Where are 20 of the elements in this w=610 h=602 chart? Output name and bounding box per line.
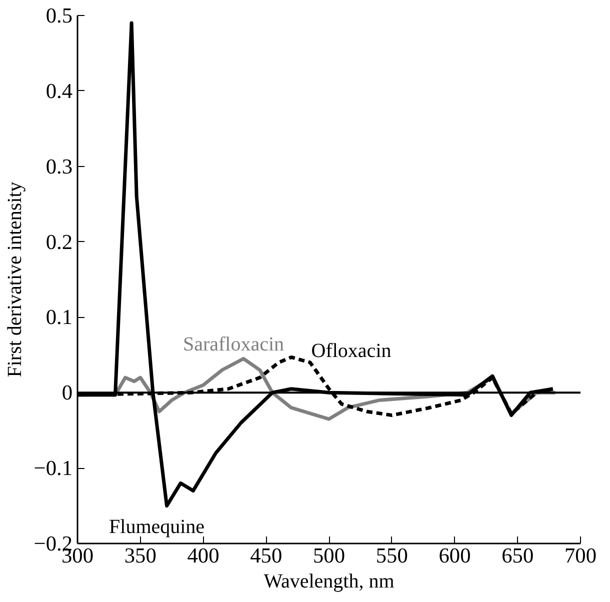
x-tick-label: 500 xyxy=(313,544,346,568)
series-label: Sarafloxacin xyxy=(182,334,284,356)
x-tick-label: 650 xyxy=(502,544,534,568)
y-tick-label: −0.1 xyxy=(34,456,73,480)
y-axis-title: First derivative intensity xyxy=(4,182,26,378)
y-tick-label: 0.4 xyxy=(46,78,73,103)
x-tick-label: 700 xyxy=(564,544,597,568)
x-tick-label: 550 xyxy=(376,544,408,568)
y-tick-label: 0.5 xyxy=(46,4,73,28)
x-tick-label: 350 xyxy=(124,544,156,568)
y-tick-label: 0.2 xyxy=(46,230,73,254)
series-label: Ofloxacin xyxy=(311,340,392,362)
y-tick-label: 0.3 xyxy=(46,154,73,178)
y-tick-label: 0.1 xyxy=(46,305,73,330)
x-tick-label: 450 xyxy=(250,544,282,568)
x-tick-label: 600 xyxy=(438,544,471,568)
x-axis-title: Wavelength, nm xyxy=(264,570,395,592)
y-tick-label: 0 xyxy=(62,380,73,405)
series-label: Flumequine xyxy=(109,516,205,538)
x-tick-label: 400 xyxy=(187,544,220,568)
